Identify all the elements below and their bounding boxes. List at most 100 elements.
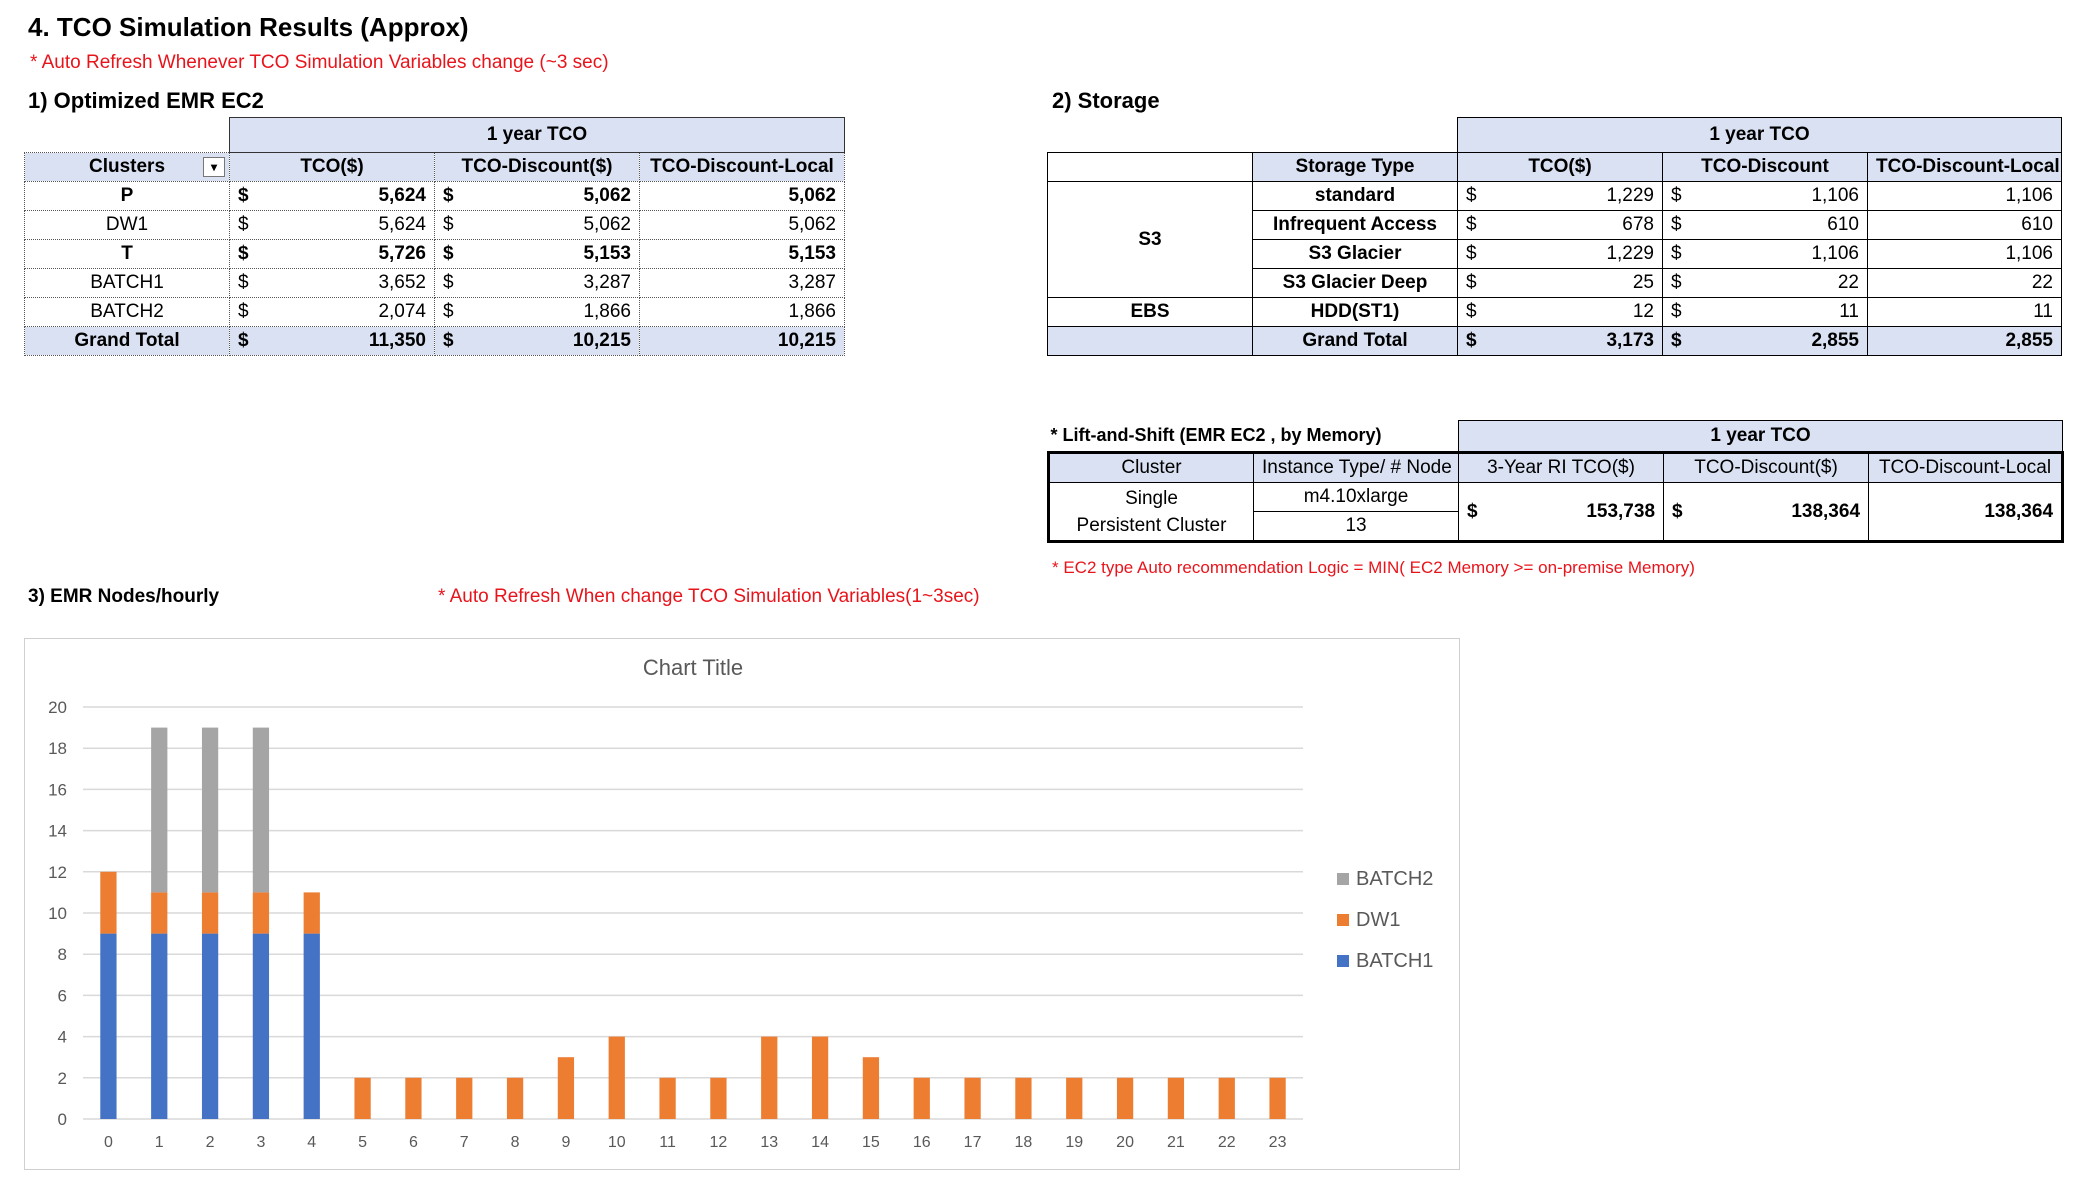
y-tick-label: 18 (48, 739, 67, 758)
bar-dw1 (506, 1077, 524, 1119)
bar-dw1 (1218, 1077, 1235, 1119)
cluster-name: P (24, 181, 230, 211)
bar-dw1 (710, 1077, 727, 1119)
y-tick-label: 20 (48, 698, 67, 717)
x-tick-label: 7 (460, 1134, 469, 1151)
bar-dw1 (252, 892, 270, 934)
lift-discount-value: 138,364 (1791, 500, 1861, 522)
col-storage-tco-discount: TCO-Discount (1662, 152, 1868, 182)
ec2-table-row: T $5,726 $5,153 5,153 (24, 239, 845, 269)
bar-dw1 (1116, 1077, 1134, 1119)
bar-batch2 (151, 727, 168, 893)
ec2-grand-total-row: Grand Total $11,350 $10,215 10,215 (24, 326, 845, 356)
x-tick-label: 21 (1167, 1134, 1185, 1151)
ec2-section-heading: 1) Optimized EMR EC2 (28, 88, 264, 113)
storage-type: Infrequent Access (1252, 210, 1458, 240)
storage-grand-total-row: Grand Total $3,173 $2,855 2,855 (1047, 326, 2062, 356)
x-tick-label: 12 (710, 1134, 728, 1151)
y-tick-label: 14 (48, 822, 67, 841)
storage-group-s3: S3 (1047, 181, 1253, 298)
x-tick-label: 19 (1065, 1134, 1083, 1151)
x-tick-label: 16 (913, 1134, 931, 1151)
nodes-refresh-note: * Auto Refresh When change TCO Simulatio… (438, 586, 980, 607)
col-lift-ri-tco: 3-Year RI TCO($) (1458, 451, 1665, 483)
bar-dw1 (557, 1057, 575, 1119)
x-tick-label: 8 (511, 1134, 520, 1151)
lift-and-shift-table: * Lift-and-Shift (EMR EC2 , by Memory) 1… (1047, 420, 2065, 543)
storage-type: HDD(ST1) (1252, 297, 1458, 327)
col-clusters: Clusters ▾ (24, 152, 230, 182)
storage-table-row: S3 standard $1,229 $1,106 1,106 (1047, 181, 2062, 298)
storage-type: S3 Glacier (1252, 239, 1458, 269)
lift-node-count: 13 (1252, 511, 1460, 543)
x-tick-label: 5 (358, 1134, 367, 1151)
storage-group-ebs: EBS (1047, 297, 1253, 327)
lift-ri-tco-value: 153,738 (1586, 500, 1656, 522)
col-storage-type: Storage Type (1252, 152, 1458, 182)
x-tick-label: 11 (659, 1134, 676, 1151)
bar-batch1 (100, 933, 117, 1119)
lift-group-header: 1 year TCO (1458, 420, 2064, 453)
legend-swatch (1337, 955, 1349, 967)
legend-swatch (1337, 914, 1349, 926)
lift-heading: * Lift-and-Shift (EMR EC2 , by Memory) (1050, 425, 1382, 446)
lift-cluster-cell: Single Persistent Cluster (1047, 482, 1254, 543)
col-storage-tco: TCO($) (1457, 152, 1663, 182)
x-tick-label: 17 (964, 1134, 982, 1151)
storage-table-row: S3 Glacier Deep $25 $22 22 (1048, 268, 2062, 298)
bar-dw1 (303, 892, 320, 934)
bar-dw1 (1015, 1077, 1032, 1119)
bar-batch2 (252, 727, 270, 893)
col-lift-tco-discount: TCO-Discount($) (1663, 451, 1870, 483)
emr-nodes-chart[interactable]: Chart Title 0 2 4 6 8 10 12 14 16 18 20 0 1 2 3 4 5 6 7 8 9 10… (24, 638, 1460, 1170)
bar-dw1 (1167, 1077, 1185, 1119)
x-tick-label: 23 (1269, 1134, 1287, 1151)
ec2-recommendation-note: * EC2 type Auto recommendation Logic = M… (1052, 558, 1695, 577)
cluster-name: BATCH2 (24, 297, 230, 327)
y-tick-label: 12 (48, 863, 67, 882)
filter-dropdown-icon[interactable]: ▾ (203, 157, 225, 177)
y-tick-label: 4 (58, 1028, 67, 1047)
col-lift-tco-discount-local: TCO-Discount-Local (1868, 451, 2065, 483)
storage-section-heading: 2) Storage (1052, 88, 1160, 113)
cluster-name: BATCH1 (24, 268, 230, 298)
bar-batch1 (252, 933, 270, 1119)
col-tco-discount: TCO-Discount($) (434, 152, 640, 182)
y-tick-label: 8 (58, 945, 67, 964)
y-tick-label: 0 (58, 1110, 67, 1129)
x-tick-label: 14 (811, 1134, 829, 1151)
legend-label: DW1 (1356, 909, 1400, 931)
bar-dw1 (1269, 1077, 1286, 1119)
bar-batch1 (303, 933, 320, 1119)
storage-group-header: 1 year TCO (1457, 117, 2062, 153)
ec2-group-header: 1 year TCO (229, 117, 845, 153)
page-title: 4. TCO Simulation Results (Approx) (28, 12, 469, 42)
lift-instance-type: m4.10xlarge (1252, 482, 1460, 512)
storage-type: S3 Glacier Deep (1252, 268, 1458, 298)
y-tick-label: 16 (48, 780, 67, 799)
bar-dw1 (913, 1077, 930, 1119)
x-tick-label: 9 (561, 1134, 570, 1151)
bar-dw1 (151, 892, 168, 934)
bar-dw1 (659, 1077, 676, 1119)
x-tick-label: 6 (409, 1134, 418, 1151)
bar-dw1 (761, 1036, 778, 1119)
legend-label: BATCH2 (1356, 868, 1433, 890)
y-tick-label: 6 (58, 986, 67, 1005)
storage-table-row: EBS HDD(ST1) $12 $11 11 (1047, 297, 2062, 327)
ec2-table-row: DW1 $5,624 $5,062 5,062 (24, 210, 845, 240)
y-tick-label: 2 (58, 1069, 67, 1088)
y-tick-label: 10 (48, 904, 67, 923)
bar-dw1 (201, 892, 219, 934)
ec2-table-row: BATCH2 $2,074 $1,866 1,866 (24, 297, 845, 327)
x-tick-label: 10 (608, 1134, 626, 1151)
storage-type: standard (1252, 181, 1458, 211)
bar-dw1 (100, 871, 117, 934)
bar-dw1 (862, 1057, 880, 1119)
x-tick-label: 22 (1218, 1134, 1236, 1151)
cluster-name: DW1 (24, 210, 230, 240)
x-tick-label: 20 (1116, 1134, 1134, 1151)
cluster-name: T (24, 239, 230, 269)
nodes-section-heading: 3) EMR Nodes/hourly (28, 586, 220, 607)
ec2-tco-table: 1 year TCO Clusters ▾ TCO($) TCO-Discoun… (24, 117, 845, 356)
